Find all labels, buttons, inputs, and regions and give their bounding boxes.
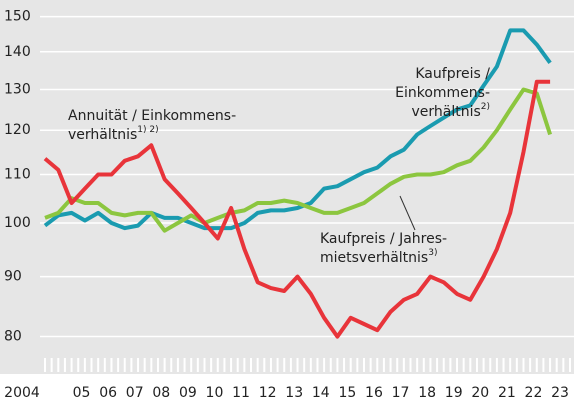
annotation-line: Annuität / Einkommens- (68, 108, 236, 124)
annotation-line: Kaufpreis / (415, 66, 490, 82)
annotation: verhältnis2) (411, 102, 490, 121)
annotation-footnote: 3) (428, 248, 437, 258)
annotation-line: Kaufpreis / Jahres- (320, 231, 447, 247)
annotation-line: verhältnis (411, 104, 480, 120)
y-tick-label: 120 (4, 122, 31, 138)
x-tick-label: 17 (392, 385, 410, 401)
x-tick-label: 08 (152, 385, 170, 401)
y-tick-label: 150 (4, 9, 31, 25)
y-tick-label: 130 (4, 82, 31, 98)
y-tick-label: 140 (4, 44, 31, 60)
x-tick-label: 22 (525, 385, 543, 401)
y-tick-label: 90 (4, 269, 22, 285)
annotation-line: Einkommens- (395, 85, 490, 101)
y-tick-label: 100 (4, 215, 31, 231)
x-tick-label: 21 (498, 385, 516, 401)
y-tick-label: 80 (4, 329, 22, 345)
x-tick-label: 12 (259, 385, 277, 401)
annotation: Kaufpreis / (415, 66, 490, 82)
annotation-line: verhältnis (68, 127, 137, 143)
x-tick-label: 20 (471, 385, 489, 401)
x-tick-label: 23 (551, 385, 569, 401)
series-line (44, 87, 553, 233)
x-tick-label: 09 (179, 385, 197, 401)
annotation-footnote: 1) 2) (137, 125, 158, 135)
annotation: Einkommens- (395, 85, 490, 101)
plot-background (0, 0, 574, 356)
x-tick-label: 15 (338, 385, 356, 401)
x-tick-label: 13 (285, 385, 303, 401)
annotation: verhältnis1) 2) (68, 125, 159, 144)
annotation: mietsverhältnis3) (320, 248, 437, 267)
x-tick-label: 05 (73, 385, 91, 401)
series-line (43, 28, 552, 231)
annotation-footnote: 2) (481, 102, 490, 112)
x-tick-label: 19 (445, 385, 463, 401)
x-tick-label: 2004 (4, 385, 40, 401)
tick-band (0, 356, 574, 374)
x-tick-label: 16 (365, 385, 383, 401)
x-tick-label: 06 (99, 385, 117, 401)
series-line (43, 79, 551, 339)
x-tick-label: 10 (206, 385, 224, 401)
leader-line (399, 195, 416, 231)
x-tick-label: 11 (232, 385, 250, 401)
annotation-line: mietsverhältnis (320, 250, 428, 266)
x-tick-label: 07 (126, 385, 144, 401)
annotation: Kaufpreis / Jahres- (320, 231, 447, 247)
y-tick-label: 110 (4, 167, 31, 183)
x-tick-label: 14 (312, 385, 330, 401)
x-tick-label: 18 (418, 385, 436, 401)
annotation: Annuität / Einkommens- (68, 108, 236, 124)
